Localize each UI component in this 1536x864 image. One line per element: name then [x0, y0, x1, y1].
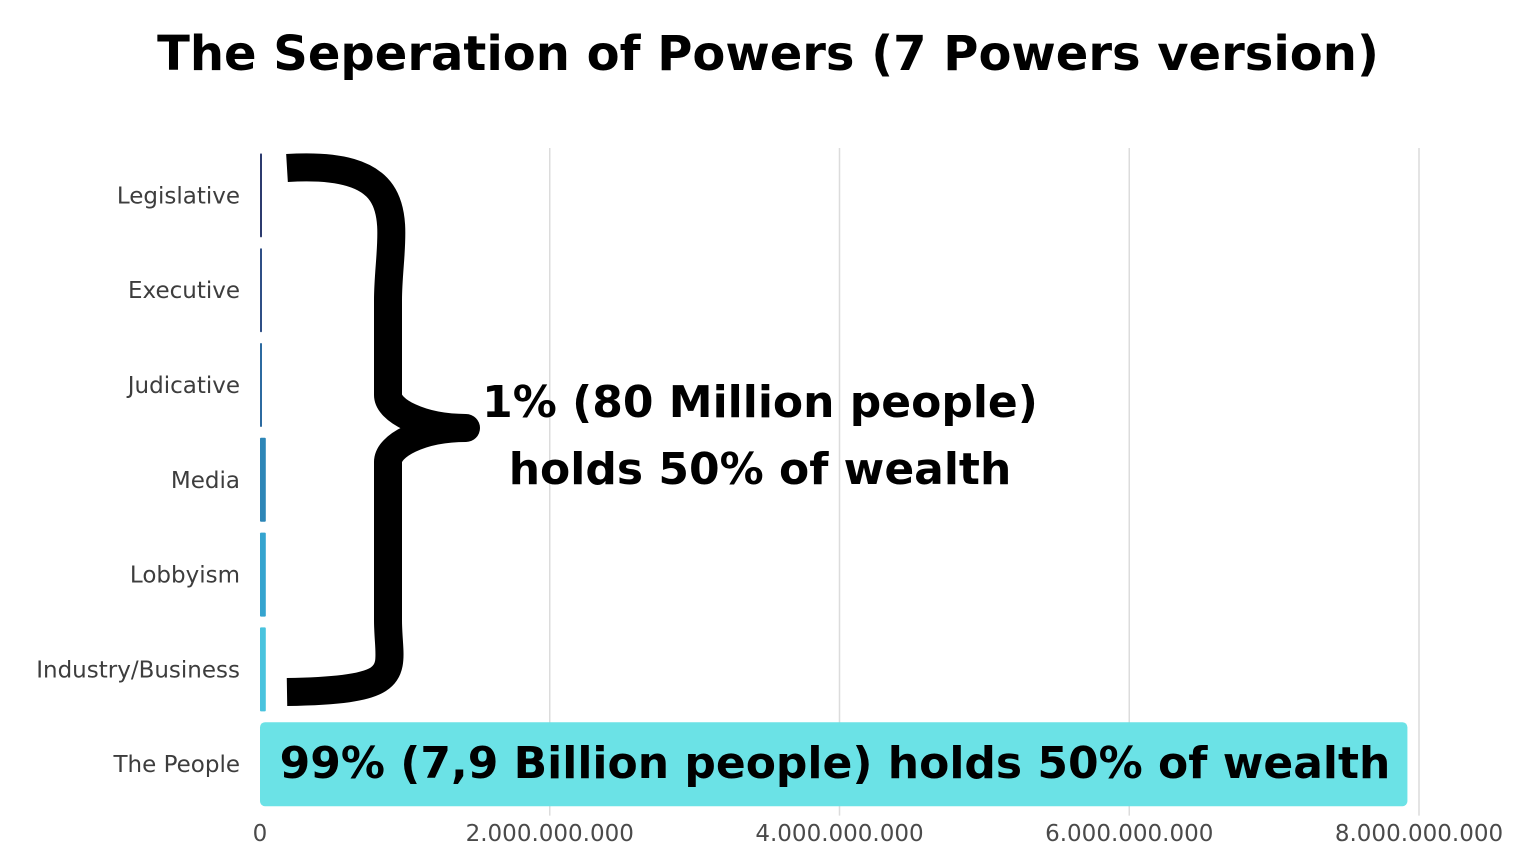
chart-title: The Seperation of Powers (7 Powers versi…: [157, 26, 1379, 82]
bar-lobbyism: [260, 532, 266, 617]
category-labels: Legislative Executive Judicative Media Lobby…: [36, 183, 240, 778]
x-tick-label: 2.000.000.000: [466, 821, 634, 847]
people-bar-annotation: 99% (7,9 Billion people) holds 50% of we…: [280, 738, 1391, 789]
category-label: The People: [113, 752, 241, 778]
bar-judicative: [260, 343, 262, 427]
category-label: Judicative: [126, 373, 240, 399]
category-label: Executive: [128, 278, 240, 304]
bar-media: [260, 437, 266, 522]
category-label: Legislative: [117, 183, 240, 209]
curly-brace-icon: [286, 153, 480, 706]
bar-the-people: [260, 722, 1408, 807]
x-tick-label: 4.000.000.000: [755, 821, 923, 847]
gridlines: [549, 148, 1420, 816]
bracket-annotation-line-1: 1% (80 Million people): [482, 377, 1038, 428]
category-label: Lobbyism: [130, 563, 240, 589]
bars: [260, 153, 1408, 807]
bracket-annotation-line-2: holds 50% of wealth: [509, 444, 1012, 495]
x-tick-label: 6.000.000.000: [1045, 821, 1213, 847]
x-axis-ticks: 0 2.000.000.000 4.000.000.000 6.000.000.000…: [253, 821, 1503, 847]
bar-executive: [260, 248, 262, 333]
category-label: Media: [171, 468, 240, 494]
x-tick-label: 8.000.000.000: [1335, 821, 1503, 847]
x-tick-label: 0: [253, 821, 268, 847]
category-label: Industry/Business: [36, 657, 240, 683]
bar-industry-business: [260, 627, 266, 712]
bar-legislative: [260, 153, 262, 238]
